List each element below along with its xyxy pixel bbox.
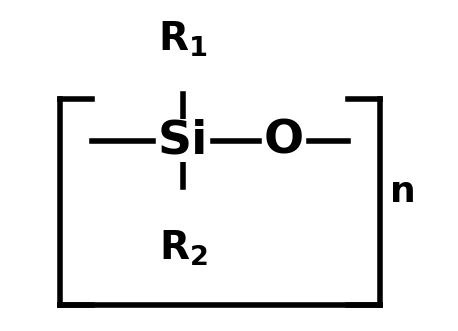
Text: n: n xyxy=(390,175,416,209)
Text: Si: Si xyxy=(158,118,208,163)
Text: $\mathbf{R_1}$: $\mathbf{R_1}$ xyxy=(158,20,208,59)
Text: $\mathbf{R_2}$: $\mathbf{R_2}$ xyxy=(159,229,207,268)
Text: O: O xyxy=(264,118,304,163)
